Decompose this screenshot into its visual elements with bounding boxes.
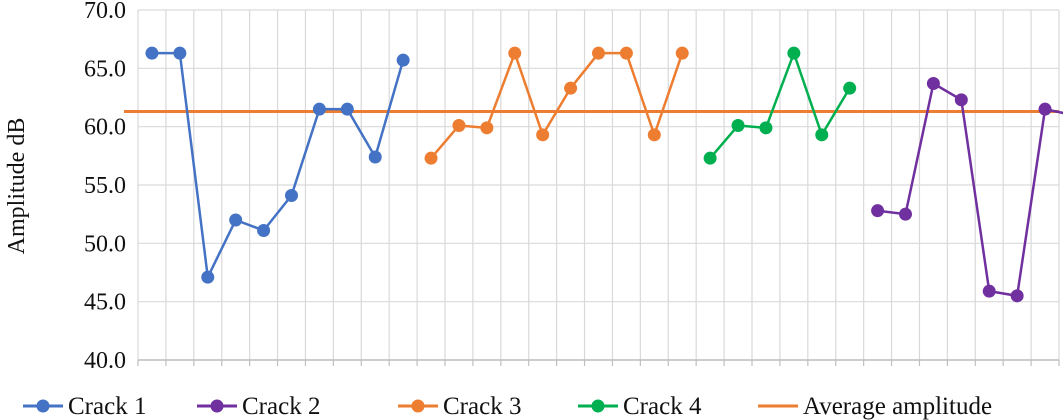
- data-point: [815, 128, 829, 142]
- series-line: [430, 51, 684, 159]
- legend-label: Crack 4: [623, 393, 702, 420]
- legend-item-crack-2: Crack 2: [197, 393, 320, 420]
- data-point: [452, 119, 466, 132]
- data-point: [1010, 289, 1024, 303]
- legend: Crack 1 Crack 2 Crack 3 Crack 4 Average ampl…: [23, 393, 992, 420]
- series-crack-4: [703, 46, 857, 165]
- data-point: [312, 102, 326, 116]
- y-tick-label: 45.0: [84, 290, 126, 316]
- y-axis-label: Amplitude dB: [4, 118, 30, 255]
- data-point: [703, 151, 717, 165]
- data-point: [480, 121, 494, 135]
- y-tick-label: 60.0: [84, 115, 126, 141]
- series-crack-3: [424, 46, 689, 165]
- legend-label: Crack 3: [443, 393, 521, 420]
- data-point: [982, 284, 996, 298]
- legend-marker: [36, 399, 50, 413]
- legend-marker: [210, 399, 224, 413]
- data-point: [257, 224, 271, 237]
- legend-item-crack-1: Crack 1: [23, 393, 146, 420]
- legend-item-crack-4: Crack 4: [578, 393, 702, 420]
- data-point: [954, 93, 968, 107]
- data-point: [536, 128, 550, 142]
- data-point: [145, 46, 159, 60]
- data-point: [229, 213, 243, 227]
- data-point: [843, 81, 857, 95]
- axes: [137, 359, 1060, 366]
- legend-item-average-amplitude: Average amplitude: [758, 393, 992, 420]
- legend-label: Crack 2: [242, 393, 320, 420]
- gridlines: [137, 9, 1060, 361]
- data-point: [173, 46, 187, 60]
- data-point: [899, 207, 912, 221]
- series-crack-2: [871, 77, 1063, 303]
- legend-marker: [411, 399, 425, 413]
- data-point: [201, 270, 215, 284]
- data-point: [1038, 102, 1052, 116]
- y-tick-label: 65.0: [84, 56, 126, 82]
- series-line: [877, 82, 1063, 298]
- data-point: [759, 121, 773, 135]
- legend-item-crack-3: Crack 3: [398, 393, 521, 420]
- data-point: [787, 46, 801, 60]
- series-line: [709, 51, 851, 159]
- data-point: [285, 189, 298, 202]
- data-point: [340, 102, 354, 116]
- y-tick-labels: 40.0 45.0 50.0 55.0 60.0 65.0 70.0: [84, 0, 126, 374]
- y-tick-label: 70.0: [84, 0, 126, 24]
- series-crack-1: [145, 46, 410, 284]
- data-point: [424, 151, 438, 165]
- data-point: [368, 150, 382, 164]
- data-point: [619, 46, 633, 60]
- data-point: [871, 204, 885, 218]
- data-point: [564, 81, 578, 95]
- data-point: [592, 46, 605, 60]
- series-layer: [145, 46, 1063, 303]
- y-tick-label: 50.0: [84, 231, 126, 257]
- y-tick-label: 55.0: [84, 173, 126, 199]
- data-point: [647, 128, 661, 142]
- data-point: [508, 46, 522, 60]
- y-tick-label: 40.0: [84, 348, 126, 374]
- legend-label: Crack 1: [68, 393, 146, 420]
- data-point: [396, 53, 410, 67]
- series-line: [151, 51, 405, 279]
- legend-marker: [591, 399, 605, 413]
- data-point: [731, 119, 745, 132]
- data-point: [926, 77, 940, 90]
- data-point: [675, 46, 689, 60]
- legend-label: Average amplitude: [803, 393, 992, 420]
